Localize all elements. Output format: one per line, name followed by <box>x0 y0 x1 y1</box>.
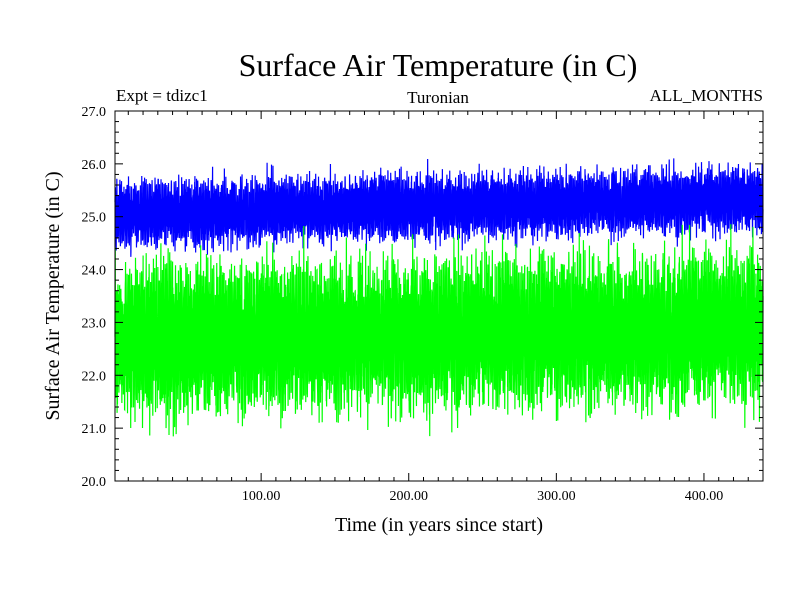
months-label: ALL_MONTHS <box>650 86 763 105</box>
plot-frame <box>114 110 764 482</box>
plot-area: 100.00 200.00 300.00 400.00 20.0 21.0 22.0 23.0… <box>82 105 764 504</box>
y-tick-label: 21.0 <box>82 422 107 437</box>
y-tick-label: 25.0 <box>82 211 107 226</box>
ticks-layer: 100.00 200.00 300.00 400.00 20.0 21.0 22.0 23.0… <box>82 105 763 504</box>
y-tick-label: 23.0 <box>82 316 107 331</box>
y-tick-label: 27.0 <box>82 105 107 120</box>
series-line-upper <box>114 158 764 257</box>
y-axis-label: Surface Air Temperature (in C) <box>42 171 64 420</box>
x-axis-label: Time (in years since start) <box>335 514 543 536</box>
chart-title: Surface Air Temperature (in C) <box>239 47 638 83</box>
y-tick-label: 26.0 <box>82 158 107 173</box>
period-label: Turonian <box>407 88 469 107</box>
y-tick-label: 24.0 <box>82 264 107 279</box>
x-tick-label: 400.00 <box>685 489 724 504</box>
x-tick-label: 100.00 <box>242 489 281 504</box>
y-tick-label: 22.0 <box>82 369 107 384</box>
y-tick-label: 20.0 <box>82 475 107 490</box>
series-layer <box>114 158 764 437</box>
series-line-lower <box>114 224 764 437</box>
experiment-label: Expt = tdizc1 <box>116 86 208 105</box>
x-tick-label: 200.00 <box>389 489 428 504</box>
x-tick-label: 300.00 <box>537 489 576 504</box>
